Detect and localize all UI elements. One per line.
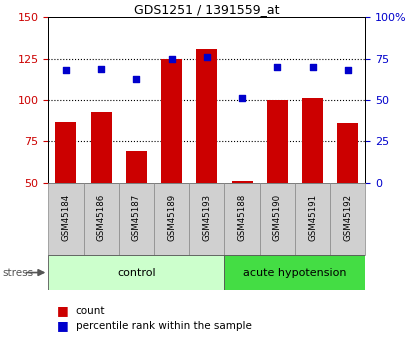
Bar xyxy=(337,123,358,183)
Title: GDS1251 / 1391559_at: GDS1251 / 1391559_at xyxy=(134,3,280,16)
Text: GSM45192: GSM45192 xyxy=(343,194,352,241)
Point xyxy=(168,56,175,61)
Text: GSM45191: GSM45191 xyxy=(308,194,317,241)
Bar xyxy=(91,112,112,183)
Bar xyxy=(55,121,76,183)
Bar xyxy=(154,183,189,255)
Text: GSM45193: GSM45193 xyxy=(202,194,211,241)
Text: GSM45188: GSM45188 xyxy=(238,194,247,241)
Bar xyxy=(126,151,147,183)
Bar xyxy=(189,183,224,255)
Text: percentile rank within the sample: percentile rank within the sample xyxy=(76,321,252,331)
Bar xyxy=(84,183,119,255)
Bar xyxy=(231,181,253,183)
Text: ■: ■ xyxy=(57,319,68,333)
Point xyxy=(239,96,245,101)
Bar xyxy=(267,100,288,183)
Point xyxy=(133,76,140,81)
Text: GSM45189: GSM45189 xyxy=(167,194,176,241)
Point xyxy=(309,64,316,70)
Bar xyxy=(260,183,295,255)
Point xyxy=(344,68,351,73)
Bar xyxy=(302,98,323,183)
Text: ■: ■ xyxy=(57,304,68,317)
Text: GSM45190: GSM45190 xyxy=(273,194,282,241)
Bar xyxy=(48,183,84,255)
Point xyxy=(203,54,210,60)
Text: GSM45186: GSM45186 xyxy=(97,194,106,241)
Bar xyxy=(330,183,365,255)
Point xyxy=(63,68,69,73)
Text: stress: stress xyxy=(2,268,33,277)
Bar xyxy=(48,255,224,290)
Bar xyxy=(161,59,182,183)
Text: GSM45187: GSM45187 xyxy=(132,194,141,241)
Point xyxy=(98,66,105,71)
Text: count: count xyxy=(76,306,105,315)
Text: acute hypotension: acute hypotension xyxy=(243,268,346,277)
Bar xyxy=(295,183,330,255)
Bar xyxy=(196,49,218,183)
Bar xyxy=(224,183,260,255)
Text: control: control xyxy=(117,268,156,277)
Bar xyxy=(119,183,154,255)
Bar xyxy=(224,255,365,290)
Point xyxy=(274,64,281,70)
Text: GSM45184: GSM45184 xyxy=(61,194,71,241)
